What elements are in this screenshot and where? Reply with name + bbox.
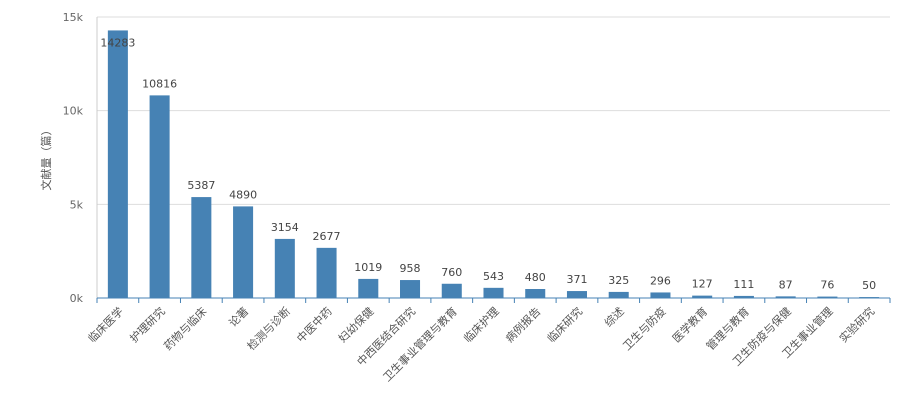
bar[interactable] (191, 197, 212, 298)
bar[interactable] (650, 292, 671, 298)
data-label: 958 (400, 262, 421, 275)
data-label: 480 (525, 271, 546, 284)
y-tick-label: 10k (63, 105, 84, 118)
x-tick-label: 临床护理 (461, 304, 502, 345)
bar[interactable] (107, 30, 128, 299)
data-label: 2677 (313, 230, 341, 243)
x-tick-label: 护理研究 (127, 304, 168, 345)
x-tick-label: 实验研究 (836, 304, 877, 345)
axes (96, 17, 891, 303)
data-label: 296 (650, 274, 671, 287)
bar[interactable] (608, 291, 629, 298)
bar[interactable] (733, 295, 754, 298)
data-label: 111 (733, 278, 754, 291)
bars (107, 30, 880, 299)
x-tick-label: 中医中药 (294, 305, 334, 345)
x-tick-label: 卫生与防疫 (620, 304, 669, 353)
y-tick-label: 5k (70, 198, 84, 211)
bar[interactable] (566, 291, 587, 298)
data-label: 10816 (142, 77, 177, 90)
x-tick-label: 论著 (226, 304, 251, 329)
labels: 0k 5k 10k 15k 14283 临床医学 10816 护理研究 5387 药物与临床 489… (63, 11, 878, 384)
data-label: 5387 (187, 179, 215, 192)
x-tick-label: 检测与诊断 (244, 304, 293, 353)
data-label: 14283 (100, 36, 135, 49)
bar[interactable] (775, 296, 796, 298)
x-tick-label: 综述 (601, 304, 626, 329)
data-label: 3154 (271, 221, 299, 234)
bar[interactable] (817, 296, 838, 298)
data-label: 371 (566, 273, 587, 286)
data-label: 4890 (229, 188, 257, 201)
x-tick-label: 临床医学 (85, 304, 126, 345)
bar[interactable] (316, 247, 337, 298)
gridlines (97, 16, 890, 205)
bar[interactable] (441, 283, 462, 298)
y-tick-label: 15k (63, 11, 84, 24)
data-label: 325 (608, 274, 629, 287)
y-tick-label: 0k (70, 292, 84, 305)
bar[interactable] (149, 95, 170, 298)
x-tick-label: 药物与临床 (161, 304, 210, 353)
bar[interactable] (692, 295, 713, 298)
bar[interactable] (233, 206, 254, 298)
data-label: 760 (441, 266, 462, 279)
data-label: 543 (483, 270, 504, 283)
x-tick-label: 医学教育 (669, 304, 710, 345)
bar[interactable] (274, 238, 295, 298)
bar[interactable] (358, 278, 379, 298)
x-tick-label: 妇幼保健 (335, 304, 376, 345)
bar[interactable] (483, 287, 504, 298)
data-label: 87 (779, 278, 793, 291)
x-tick-label: 卫生事业管理与教育 (380, 304, 460, 384)
y-axis-title: 文献量（篇） (39, 125, 53, 191)
x-tick-label: 临床研究 (544, 304, 585, 345)
bar[interactable] (400, 280, 421, 298)
data-label: 50 (862, 279, 876, 292)
data-label: 1019 (354, 261, 382, 274)
x-tick-label: 病例报告 (502, 304, 543, 345)
bar[interactable] (525, 289, 546, 298)
data-label: 127 (692, 278, 713, 291)
data-label: 76 (820, 279, 834, 292)
